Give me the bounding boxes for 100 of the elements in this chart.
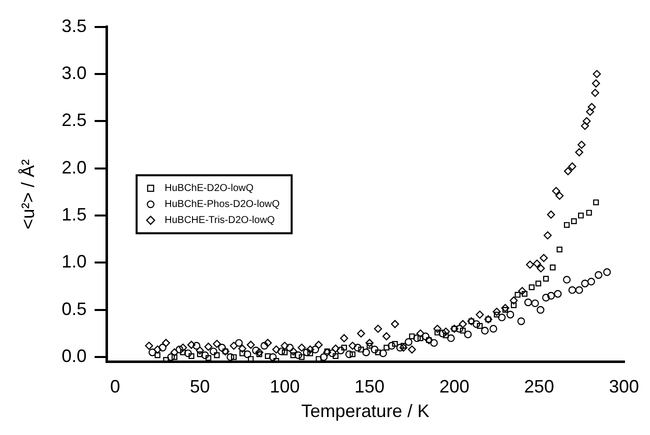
point bbox=[307, 350, 314, 356]
point bbox=[379, 349, 387, 358]
point bbox=[490, 324, 498, 333]
y-axis-title: <u²> / Å² bbox=[18, 159, 38, 230]
point bbox=[298, 354, 305, 360]
point bbox=[522, 290, 528, 297]
point bbox=[375, 349, 381, 356]
legend-label: HuBCHE-Tris-D2O-lowQ bbox=[164, 215, 276, 226]
y-tick-label: 3.0 bbox=[62, 62, 87, 83]
point bbox=[550, 264, 556, 270]
point bbox=[188, 353, 194, 360]
point bbox=[269, 353, 277, 361]
point bbox=[350, 351, 356, 358]
point bbox=[294, 351, 302, 360]
point bbox=[324, 348, 330, 354]
y-tick-label: 0.0 bbox=[62, 346, 87, 366]
point bbox=[460, 328, 466, 334]
point bbox=[556, 246, 562, 252]
point bbox=[517, 317, 526, 326]
point bbox=[345, 350, 354, 358]
point bbox=[226, 353, 234, 361]
point bbox=[201, 351, 209, 360]
point bbox=[514, 292, 521, 298]
point bbox=[603, 268, 611, 276]
point bbox=[302, 348, 311, 356]
point bbox=[400, 342, 406, 349]
point bbox=[581, 280, 589, 288]
x-tick-label: 0 bbox=[110, 376, 120, 397]
point bbox=[332, 353, 338, 360]
y-tick-label: 1.5 bbox=[62, 204, 87, 224]
point bbox=[282, 349, 288, 356]
point bbox=[184, 349, 192, 358]
point bbox=[264, 353, 271, 360]
point bbox=[564, 222, 570, 228]
point bbox=[358, 346, 364, 352]
point bbox=[252, 346, 260, 354]
point bbox=[531, 299, 539, 308]
point bbox=[536, 306, 544, 314]
point bbox=[392, 340, 398, 347]
point bbox=[218, 344, 226, 352]
point bbox=[404, 338, 412, 346]
point bbox=[575, 286, 584, 294]
point bbox=[498, 314, 506, 322]
point bbox=[447, 334, 455, 342]
point bbox=[256, 351, 262, 358]
point bbox=[388, 342, 396, 350]
point bbox=[554, 290, 562, 298]
point bbox=[180, 349, 186, 356]
point bbox=[472, 320, 480, 328]
y-tick-label: 2.0 bbox=[62, 157, 87, 178]
point bbox=[244, 350, 252, 358]
x-tick-label: 150 bbox=[354, 376, 385, 397]
point bbox=[370, 346, 378, 354]
y-tick-label: 3.5 bbox=[62, 16, 87, 36]
point bbox=[594, 271, 602, 279]
x-tick-label: 300 bbox=[608, 376, 640, 397]
point bbox=[430, 339, 438, 347]
point bbox=[587, 278, 596, 286]
y-tick-label: 2.5 bbox=[62, 110, 87, 130]
point bbox=[502, 307, 508, 313]
point bbox=[438, 330, 446, 338]
point bbox=[494, 312, 500, 318]
point bbox=[547, 292, 555, 300]
point bbox=[456, 324, 464, 333]
point bbox=[214, 352, 220, 358]
point bbox=[586, 210, 592, 216]
point bbox=[506, 310, 514, 318]
x-tick-label: 250 bbox=[524, 376, 554, 397]
point bbox=[206, 355, 212, 361]
point bbox=[230, 354, 237, 360]
point bbox=[409, 333, 415, 340]
point bbox=[476, 323, 483, 329]
legend-label: HuBChE-Phos-D2O-lowQ bbox=[164, 199, 280, 210]
point bbox=[384, 344, 390, 351]
point bbox=[366, 342, 372, 349]
point bbox=[464, 330, 472, 338]
y-tick-label: 0.5 bbox=[62, 298, 87, 319]
x-axis-title: Temperature / K bbox=[301, 401, 430, 422]
point bbox=[413, 334, 421, 342]
point bbox=[542, 294, 550, 302]
point bbox=[543, 276, 549, 282]
point bbox=[562, 276, 571, 284]
point bbox=[362, 348, 370, 356]
point bbox=[578, 212, 584, 218]
legend-label: HuBChE-D2O-lowQ bbox=[164, 183, 254, 194]
point bbox=[528, 284, 535, 290]
point bbox=[593, 199, 599, 206]
point bbox=[320, 353, 328, 361]
point bbox=[341, 344, 347, 351]
x-tick-label: 100 bbox=[270, 376, 300, 397]
point bbox=[396, 344, 404, 352]
x-tick-label: 50 bbox=[190, 376, 210, 397]
point bbox=[568, 286, 576, 294]
point bbox=[481, 326, 489, 335]
point bbox=[210, 348, 218, 356]
point bbox=[535, 280, 542, 286]
y-tick-label: 1.0 bbox=[62, 252, 87, 272]
point bbox=[442, 332, 449, 338]
point bbox=[260, 342, 268, 350]
point bbox=[571, 218, 577, 224]
